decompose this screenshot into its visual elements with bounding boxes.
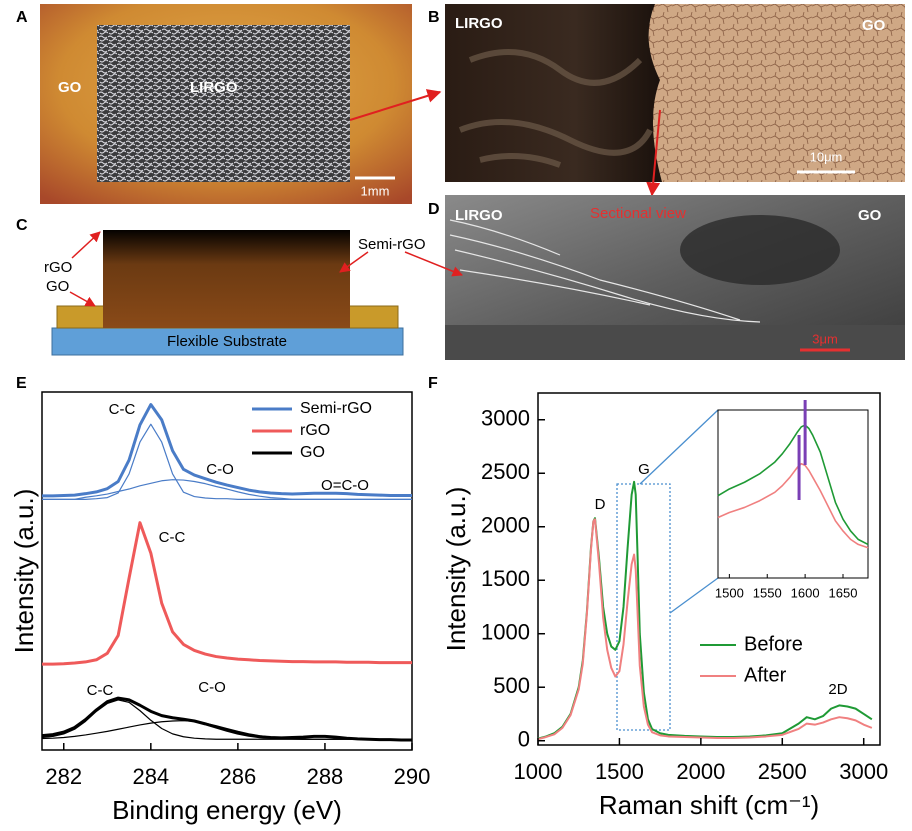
annotation: C-C <box>87 682 114 699</box>
series-line <box>42 698 412 740</box>
annotation: O=C-O <box>321 477 369 494</box>
x-tick-label: 2000 <box>676 759 725 784</box>
rgo-block <box>103 230 350 328</box>
x-tick-label: 1650 <box>829 585 858 600</box>
legend-label: After <box>744 664 787 686</box>
x-axis-label: Binding energy (eV) <box>112 795 342 825</box>
texture <box>680 215 840 285</box>
y-tick-label: 500 <box>493 673 530 698</box>
figure: GO LIRGO 1mm LIRGO GO 10μm LIRGO Section… <box>0 0 912 831</box>
y-axis-label: Intensity (a.u.) <box>441 487 471 652</box>
x-tick-label: 3000 <box>839 759 888 784</box>
y-tick-label: 0 <box>518 727 530 752</box>
panel-label: C <box>16 217 28 234</box>
series-line <box>42 523 412 664</box>
label-go: GO <box>46 278 69 295</box>
panel-label: D <box>428 201 440 218</box>
label-lirgo: LIRGO <box>190 79 238 96</box>
plot-frame <box>718 410 868 578</box>
scale-label: 10μm <box>810 149 843 164</box>
label-go: GO <box>862 17 886 34</box>
annotation: C-C <box>159 529 186 546</box>
x-tick-label: 288 <box>307 764 344 789</box>
panel-label: A <box>16 9 28 26</box>
arrow <box>72 232 100 258</box>
panel-label: E <box>16 375 27 392</box>
legend-label: Before <box>744 633 803 655</box>
annotation: C-O <box>206 461 234 478</box>
connector <box>670 578 718 613</box>
arrow <box>70 292 95 306</box>
scale-label: 1mm <box>361 183 390 198</box>
x-tick-label: 286 <box>220 764 257 789</box>
label-sectional: Sectional view <box>590 205 686 222</box>
annotation: D <box>595 496 606 513</box>
annotation: C-C <box>109 401 136 418</box>
x-tick-label: 1550 <box>753 585 782 600</box>
substrate-label: Flexible Substrate <box>167 333 287 350</box>
x-tick-label: 2500 <box>758 759 807 784</box>
x-tick-label: 282 <box>45 764 82 789</box>
lirgo-pattern <box>97 25 350 182</box>
y-tick-label: 1500 <box>481 566 530 591</box>
x-tick-label: 290 <box>394 764 431 789</box>
panel-label: F <box>428 375 438 392</box>
legend-label: GO <box>300 444 325 461</box>
y-tick-label: 3000 <box>481 406 530 431</box>
x-tick-label: 1600 <box>791 585 820 600</box>
legend-label: rGO <box>300 422 330 439</box>
x-tick-label: 284 <box>132 764 169 789</box>
connector <box>640 410 718 484</box>
label-semi-rgo: Semi-rGO <box>358 236 426 253</box>
label-go: GO <box>58 79 82 96</box>
x-tick-label: 1500 <box>595 759 644 784</box>
x-axis-label: Raman shift (cm⁻¹) <box>599 790 819 820</box>
label-lirgo: LIRGO <box>455 15 503 32</box>
annotation: G <box>638 461 650 478</box>
y-axis-label: Intensity (a.u.) <box>9 489 39 654</box>
legend-label: Semi-rGO <box>300 400 372 417</box>
x-tick-label: 1000 <box>514 759 563 784</box>
y-tick-label: 2000 <box>481 513 530 538</box>
annotation: C-O <box>198 679 226 696</box>
label-lirgo: LIRGO <box>455 207 503 224</box>
panel-label: B <box>428 9 440 26</box>
label-rgo: rGO <box>44 259 72 276</box>
scale-label: 3μm <box>812 331 838 346</box>
y-tick-label: 2500 <box>481 459 530 484</box>
label-go: GO <box>858 207 882 224</box>
annotation: 2D <box>828 681 847 698</box>
y-tick-label: 1000 <box>481 620 530 645</box>
x-tick-label: 1500 <box>715 585 744 600</box>
